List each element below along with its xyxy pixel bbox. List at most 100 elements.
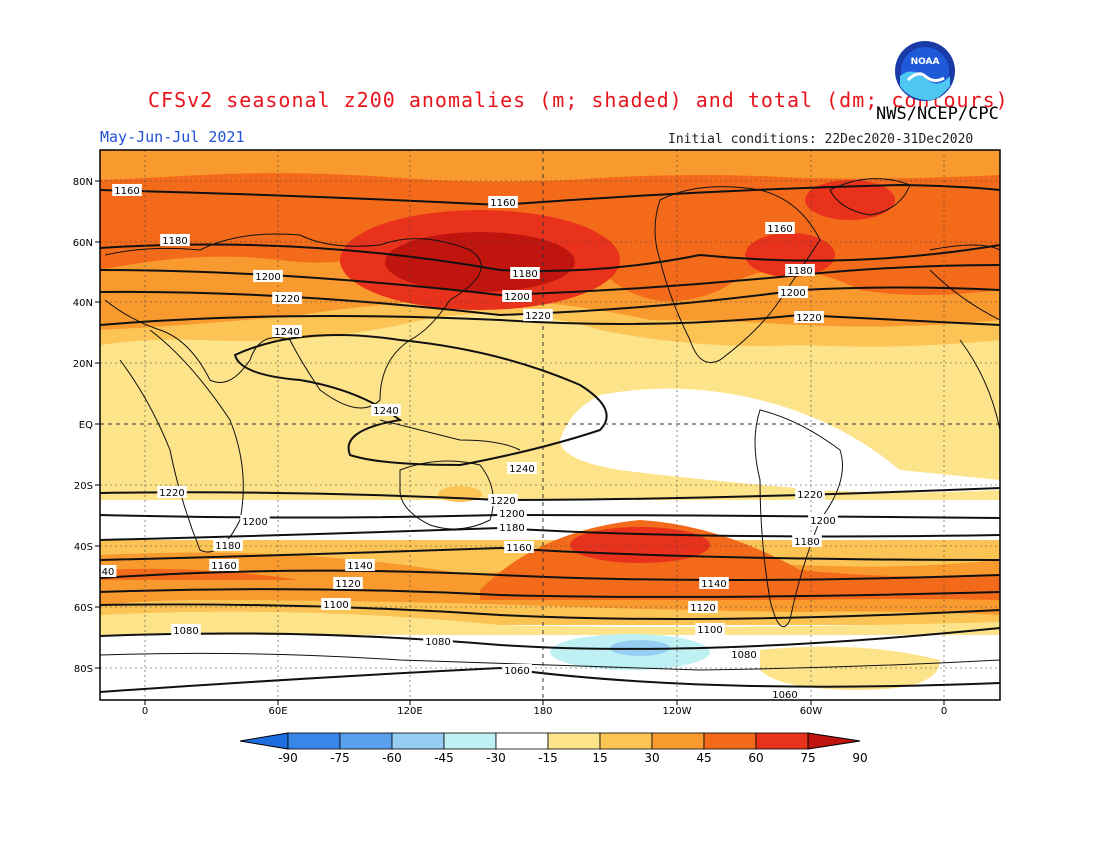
contour-label: 1120 [690, 603, 715, 614]
contour-label-box [765, 222, 795, 234]
contour-1120-south [100, 588, 1000, 598]
contour-label: 1140 [701, 579, 726, 590]
contour-label: 1120 [335, 579, 360, 590]
contour-label: 1220 [525, 311, 550, 322]
height-contours [100, 183, 1000, 693]
contour-label: 1180 [162, 236, 187, 247]
shade-15-antarctic [760, 646, 940, 690]
map-frame [99, 149, 1001, 701]
contour-1100-south [100, 603, 1000, 620]
contour-label-box [345, 559, 375, 571]
contour-label-box [770, 688, 800, 700]
latitude-axis: 80N 60N 40N 20N EQ 20S 40S 60S 80S [73, 177, 100, 675]
contour-label-box [808, 514, 838, 526]
colorbar-label: 15 [592, 751, 607, 765]
contour-label: 1060 [772, 690, 797, 701]
lat-label: 60N [73, 238, 93, 249]
noaa-logo: NOAA [895, 41, 955, 101]
forecast-period: May-Jun-Jul 2021 [100, 128, 245, 146]
colorbar-segment [755, 732, 809, 750]
contour-label-box [209, 559, 239, 571]
contour-label: 1160 [506, 543, 531, 554]
contour-label-box [502, 290, 532, 302]
lat-label: 80N [73, 177, 93, 188]
contour-label: 1180 [499, 523, 524, 534]
contour-label-box [213, 539, 243, 551]
colorbar-segment [651, 732, 705, 750]
contour-label-box [371, 404, 401, 416]
contour-label: 1100 [323, 600, 348, 611]
lon-label: 60E [268, 706, 287, 717]
map-title: CFSv2 seasonal z200 anomalies (m; shaded… [148, 88, 1009, 112]
colorbar-label: -60 [382, 751, 402, 765]
colorbar-label: -15 [538, 751, 558, 765]
contour-label: 1080 [173, 626, 198, 637]
colorbar-label: -90 [278, 751, 298, 765]
colorbar-segment [339, 732, 393, 750]
colorbar-arrow-left [239, 732, 289, 750]
contour-label-box [507, 462, 537, 474]
shade-60-southwest [100, 568, 300, 580]
lat-label: 20S [74, 481, 93, 492]
contour-label-box [321, 598, 351, 610]
lat-label: 20N [73, 359, 93, 370]
contour-1200-north [100, 286, 1000, 317]
contour-label-box [253, 270, 283, 282]
contour-label: 1180 [512, 269, 537, 280]
contour-label-box [792, 535, 822, 547]
lat-label: 40N [73, 298, 93, 309]
contour-label: 1200 [780, 288, 805, 299]
contour-label-box [523, 309, 553, 321]
contour-label-box [795, 488, 825, 500]
contour-1240 [233, 334, 608, 467]
lon-label: 0 [941, 706, 947, 717]
contour-label-box [423, 635, 453, 647]
colorbar-label: 60 [748, 751, 763, 765]
contour-label-box [510, 267, 540, 279]
contour-label: 1220 [796, 313, 821, 324]
contour-label: 1240 [274, 327, 299, 338]
contour-label: 1240 [373, 406, 398, 417]
contour-1180-north [100, 243, 1000, 272]
contour-label-box [488, 196, 518, 208]
contour-label-box [157, 486, 187, 498]
contour-label: 1180 [215, 541, 240, 552]
shade-15-south [100, 611, 1000, 635]
contour-label-box [333, 577, 363, 589]
contour-label-box [272, 325, 302, 337]
graticule [100, 150, 1000, 700]
contour-label-box [695, 623, 725, 635]
lat-label: EQ [79, 420, 93, 431]
contour-label: 1160 [490, 198, 515, 209]
contour-label: 1200 [499, 509, 524, 520]
lon-label: 120E [397, 706, 422, 717]
contour-label: 1200 [504, 292, 529, 303]
svg-text:NOAA: NOAA [911, 57, 940, 67]
contour-1220-north [100, 313, 1000, 326]
shade-neutral-pacific [560, 388, 1000, 493]
contour-label: 1180 [787, 266, 812, 277]
contour-label-box [240, 515, 270, 527]
lat-label: 60S [74, 603, 93, 614]
anomaly-shading: 1160 1160 1160 1180 1180 1180 1200 1200 1200 1220… [100, 150, 1000, 701]
contour-label: 1220 [274, 294, 299, 305]
contour-label-box [699, 577, 729, 589]
contour-label: 1100 [697, 625, 722, 636]
contour-label-box [688, 601, 718, 613]
contour-label-box [729, 648, 759, 660]
colorbar-label: -30 [486, 751, 506, 765]
contour-label: 1140 [347, 561, 372, 572]
contour-label: 1220 [797, 490, 822, 501]
contour-labels: 1160 1160 1160 1180 1180 1180 1200 1200 1200 1220… [100, 184, 838, 701]
contour-label-box [497, 521, 527, 533]
contour-label-box [497, 507, 527, 519]
colorbar-label: -45 [434, 751, 454, 765]
initial-conditions: Initial conditions: 22Dec2020-31Dec2020 [668, 132, 974, 147]
contour-label-box [100, 565, 117, 577]
contour-label-box [171, 624, 201, 636]
contour-label: 1080 [425, 637, 450, 648]
coastlines [100, 178, 1000, 671]
colorbar-label: 30 [644, 751, 659, 765]
contour-label-box [502, 664, 532, 676]
contour-label: 1240 [509, 464, 534, 475]
